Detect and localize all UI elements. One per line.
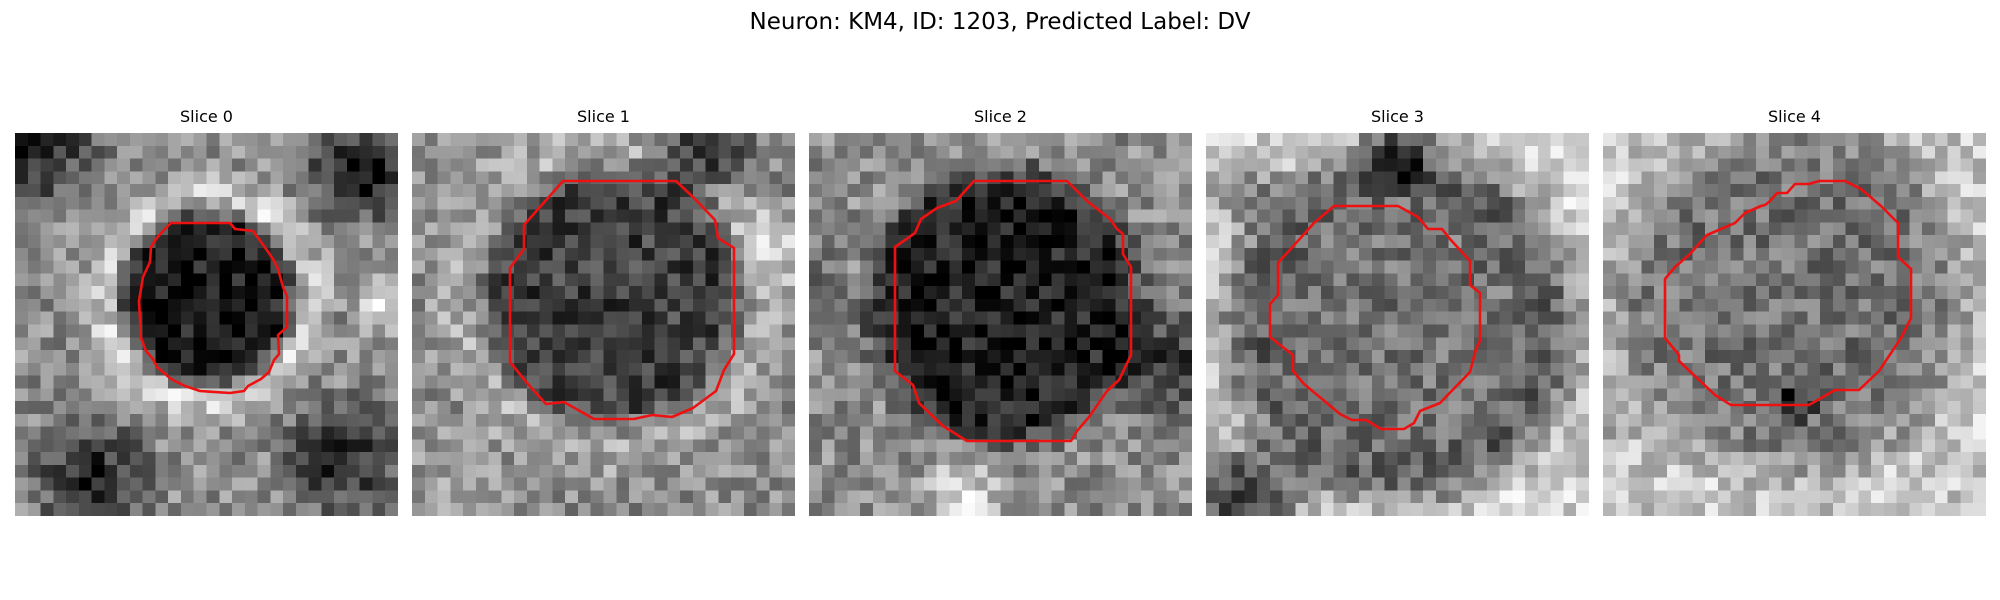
slice-image: [809, 133, 1192, 516]
roi-contour: [137, 221, 289, 395]
slice-image: [15, 133, 398, 516]
slice-panel-0: Slice 0: [15, 106, 398, 516]
slice-panel-4: Slice 4: [1603, 106, 1986, 516]
slice-title: Slice 0: [180, 107, 233, 126]
roi-contour: [893, 179, 1133, 443]
slice-title: Slice 4: [1768, 107, 1821, 126]
roi-contour: [508, 179, 736, 421]
slice-title: Slice 3: [1371, 107, 1424, 126]
slice-title: Slice 2: [974, 107, 1027, 126]
slice-panel-1: Slice 1: [412, 106, 795, 516]
slice-panel-2: Slice 2: [809, 106, 1192, 516]
figure-title: Neuron: KM4, ID: 1203, Predicted Label: …: [749, 9, 1251, 35]
roi-contour: [1268, 204, 1482, 431]
slice-image: [412, 133, 795, 516]
roi-contour: [1663, 179, 1913, 407]
slice-image: [1603, 133, 1986, 516]
slice-panel-3: Slice 3: [1206, 106, 1589, 516]
slice-title: Slice 1: [577, 107, 630, 126]
